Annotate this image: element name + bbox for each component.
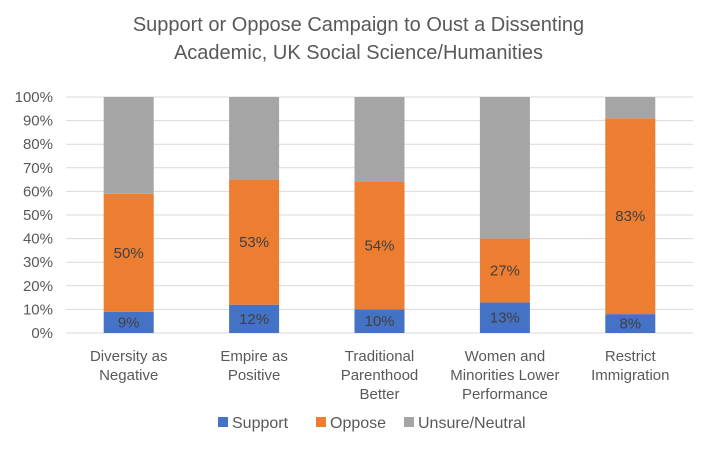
x-category-label: Positive (228, 367, 281, 384)
data-label: 83% (615, 208, 645, 225)
bar-segment-support (605, 314, 656, 333)
y-tick-label: 90% (23, 113, 53, 130)
x-category-label: Restrict (605, 348, 657, 365)
x-category-label: Women and (465, 348, 546, 365)
y-tick-label: 70% (23, 160, 53, 177)
bar-segment-unsure-neutral (479, 97, 530, 239)
x-category-label: Parenthood (341, 367, 419, 384)
legend-swatch (218, 417, 228, 427)
y-tick-label: 60% (23, 183, 53, 200)
x-category-label: Performance (462, 386, 548, 403)
y-axis-ticks: 0% 10% 20% 30% 40% 50% 60% 70% 80% 90% 100% (15, 89, 53, 342)
y-tick-label: 0% (31, 325, 53, 342)
y-tick-label: 10% (23, 301, 53, 318)
data-label: 8% (619, 316, 641, 333)
legend: Support Oppose Unsure/Neutral (218, 415, 526, 432)
y-tick-label: 80% (23, 136, 53, 153)
x-category-label: Better (359, 386, 399, 403)
data-label: 53% (239, 234, 269, 251)
bar-segment-oppose (479, 238, 530, 303)
data-label: 27% (490, 262, 520, 279)
bar-segment-unsure-neutral (229, 97, 280, 180)
y-tick-label: 30% (23, 254, 53, 271)
bars: 9% 50% 12% 53% 10% 54% 13% 27% 8% 83% (103, 97, 656, 333)
bar-segment-support (229, 304, 280, 333)
bar-segment-unsure-neutral (103, 97, 154, 194)
chart-title-line: Academic, UK Social Science/Humanities (174, 42, 543, 64)
chart-title: Support or Oppose Campaign to Oust a Dis… (133, 14, 584, 64)
bar-segment-oppose (605, 118, 656, 315)
x-category-label: Minorities Lower (450, 367, 559, 384)
legend-label: Oppose (330, 415, 386, 432)
legend-label: Support (232, 415, 289, 432)
data-label: 13% (490, 310, 520, 327)
chart-title-line: Support or Oppose Campaign to Oust a Dis… (133, 14, 584, 36)
y-tick-label: 50% (23, 207, 53, 224)
x-category-label: Negative (99, 367, 158, 384)
bar-segment-support (479, 302, 530, 333)
legend-swatch (404, 417, 414, 427)
data-label: 9% (118, 314, 140, 331)
bar-segment-support (103, 311, 154, 333)
data-label: 50% (114, 245, 144, 262)
bar-segment-oppose (354, 181, 405, 310)
bar-segment-support (354, 309, 405, 333)
bar-segment-oppose (229, 179, 280, 305)
y-tick-label: 20% (23, 278, 53, 295)
data-label: 54% (364, 238, 394, 255)
x-category-label: Traditional (345, 348, 414, 365)
x-category-label: Diversity as (90, 348, 168, 365)
bar-segment-unsure-neutral (605, 97, 656, 119)
x-axis-categories: Diversity as Negative Empire as Positive Tra… (90, 348, 670, 403)
x-category-label: Empire as (220, 348, 288, 365)
bar-segment-unsure-neutral (354, 97, 405, 182)
y-tick-label: 40% (23, 231, 53, 248)
data-label: 10% (364, 313, 394, 330)
y-tick-label: 100% (15, 89, 53, 106)
legend-swatch (316, 417, 326, 427)
legend-label: Unsure/Neutral (418, 415, 526, 432)
bar-segment-oppose (103, 193, 154, 312)
data-label: 12% (239, 311, 269, 328)
x-category-label: Immigration (591, 367, 669, 384)
